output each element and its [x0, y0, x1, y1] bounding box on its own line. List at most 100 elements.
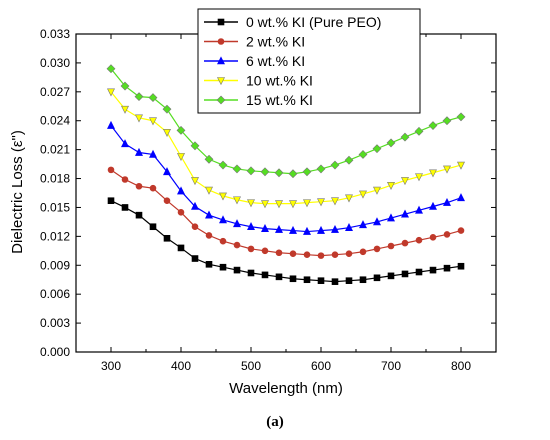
- data-point: [442, 116, 452, 126]
- data-point: [107, 197, 115, 205]
- legend-label: 10 wt.% KI: [246, 73, 313, 89]
- x-tick-label: 300: [101, 359, 121, 373]
- data-point: [289, 275, 297, 283]
- legend-label: 0 wt.% KI (Pure PEO): [246, 14, 381, 30]
- data-point: [415, 236, 423, 244]
- x-axis-label: Wavelength (nm): [229, 380, 343, 397]
- data-point: [359, 190, 367, 199]
- data-point: [443, 197, 451, 206]
- data-point: [163, 234, 171, 242]
- data-point: [176, 125, 186, 135]
- data-point: [177, 153, 185, 162]
- data-point: [107, 88, 115, 97]
- legend-label: 15 wt.% KI: [246, 92, 313, 108]
- data-point: [247, 222, 255, 231]
- y-tick-label: 0.024: [40, 114, 70, 128]
- data-point: [415, 268, 423, 276]
- y-tick-label: 0.000: [40, 345, 70, 359]
- axes: 0.000 0.003 0.006 0.009 0.012 0.015 0.018 0.021…: [40, 27, 497, 373]
- data-point: [219, 192, 227, 201]
- data-point: [219, 215, 227, 224]
- data-point: [190, 141, 200, 151]
- series-4: [106, 64, 466, 179]
- y-axis-label: Dielectric Loss (ε"): [9, 130, 26, 254]
- data-point: [317, 252, 325, 259]
- data-point: [387, 272, 395, 280]
- data-point: [162, 104, 172, 114]
- data-point: [359, 248, 367, 256]
- data-point: [163, 197, 171, 205]
- data-point: [359, 276, 367, 284]
- data-point: [107, 166, 115, 174]
- data-point: [121, 176, 129, 183]
- data-point: [275, 200, 283, 209]
- data-point: [428, 121, 438, 130]
- series-line: [110, 91, 462, 205]
- data-point: [275, 273, 283, 281]
- data-point: [401, 270, 409, 278]
- data-point: [247, 269, 255, 277]
- data-point: [218, 160, 228, 170]
- data-point: [247, 199, 255, 208]
- data-point: [303, 226, 311, 235]
- y-tick-label: 0.021: [40, 143, 70, 157]
- data-point: [191, 255, 199, 262]
- data-point: [457, 227, 465, 234]
- data-point: [345, 194, 353, 203]
- data-point: [387, 213, 395, 222]
- data-point: [302, 167, 312, 177]
- series-3: [107, 88, 465, 209]
- data-point: [457, 262, 465, 270]
- data-point: [457, 161, 465, 170]
- data-point: [191, 201, 199, 210]
- data-point: [316, 164, 326, 174]
- data-point: [148, 93, 158, 103]
- data-point: [415, 205, 423, 214]
- data-point: [345, 250, 353, 258]
- y-tick-label: 0.030: [40, 56, 70, 70]
- data-point: [317, 198, 325, 207]
- data-point: [247, 245, 255, 253]
- data-point: [134, 92, 144, 102]
- data-point: [149, 184, 157, 192]
- data-point: [191, 177, 199, 186]
- data-point: [217, 77, 225, 86]
- data-point: [219, 237, 227, 245]
- data-point: [163, 128, 171, 137]
- data-point: [443, 165, 451, 174]
- data-point: [429, 266, 437, 274]
- x-tick-label: 700: [381, 359, 401, 373]
- data-point: [414, 126, 424, 136]
- y-tick-label: 0.006: [40, 287, 70, 301]
- data-point: [163, 167, 171, 176]
- data-point: [261, 223, 269, 232]
- data-point: [260, 167, 270, 177]
- data-point: [274, 168, 284, 178]
- x-tick-label: 600: [311, 359, 331, 373]
- data-point: [177, 186, 185, 195]
- series-layer: [106, 64, 466, 285]
- data-point: [135, 114, 143, 123]
- data-point: [246, 166, 256, 176]
- data-point: [373, 186, 381, 195]
- data-point: [331, 197, 339, 206]
- data-point: [429, 201, 437, 210]
- data-point: [219, 263, 227, 271]
- data-point: [387, 242, 395, 250]
- data-point: [344, 155, 354, 165]
- x-tick-label: 500: [241, 359, 261, 373]
- data-point: [331, 251, 339, 258]
- y-tick-label: 0.033: [40, 27, 70, 41]
- data-point: [233, 196, 241, 205]
- figure-caption: (a): [266, 414, 284, 430]
- y-tick-label: 0.018: [40, 172, 70, 186]
- y-tick-label: 0.012: [40, 229, 70, 243]
- data-point: [345, 277, 353, 284]
- data-point: [401, 239, 409, 247]
- data-point: [135, 147, 143, 156]
- data-point: [217, 18, 225, 26]
- data-point: [121, 105, 129, 114]
- legend-label: 6 wt.% KI: [246, 53, 305, 69]
- data-point: [415, 173, 423, 182]
- data-point: [149, 223, 157, 231]
